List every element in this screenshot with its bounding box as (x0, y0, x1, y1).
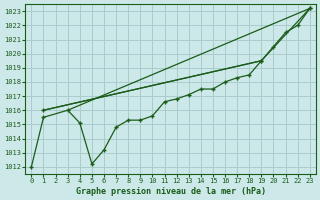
X-axis label: Graphe pression niveau de la mer (hPa): Graphe pression niveau de la mer (hPa) (76, 187, 266, 196)
